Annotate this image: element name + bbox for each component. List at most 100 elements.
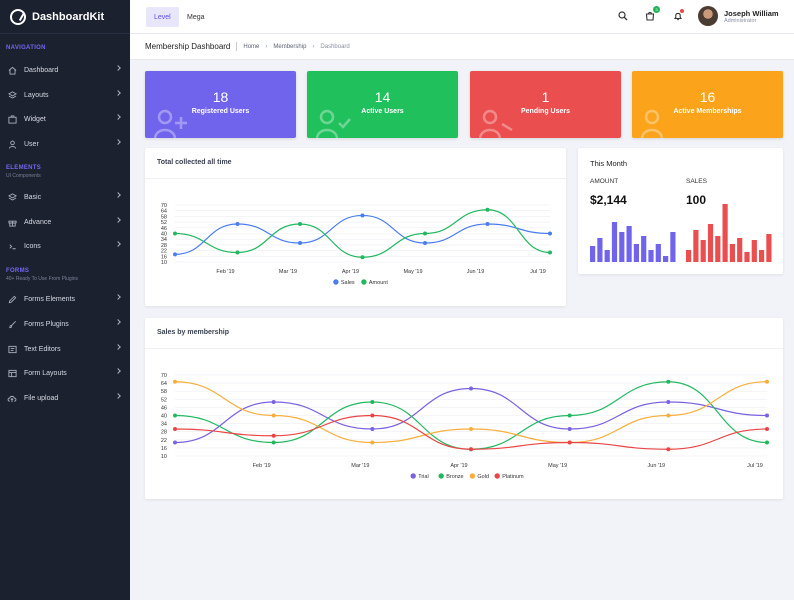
- sales-by-membership-chart[interactable]: 10 16 22 28 34 40 46 52 58 64 70 Feb '19 Mar '19 Apr …: [145, 318, 783, 499]
- brand[interactable]: DashboardKit: [0, 0, 130, 34]
- data-point: [548, 231, 552, 236]
- stat-value: 16: [699, 89, 716, 105]
- user-add-icon: [153, 109, 187, 138]
- sales-bar: [693, 230, 699, 262]
- stat-label: Pending Users: [520, 108, 570, 115]
- sales-bar: [751, 240, 757, 262]
- stat-card-pending-users[interactable]: 1 Pending Users: [470, 71, 621, 138]
- sidebar-item-forms-plugins[interactable]: Forms Plugins: [0, 314, 130, 334]
- sidebar-item-user[interactable]: User: [0, 134, 130, 154]
- amount-bar: [655, 244, 661, 262]
- sidebar-item-label: Advance: [24, 218, 52, 226]
- amount-bar: [663, 256, 669, 262]
- tab-level[interactable]: Level: [146, 7, 179, 27]
- amount-bar: [670, 232, 676, 262]
- sales-bar: [707, 224, 714, 262]
- data-point: [423, 231, 427, 236]
- breadcrumb-membership[interactable]: Membership: [273, 43, 307, 50]
- y-tick-label: 10: [161, 454, 167, 460]
- sidebar-item-layouts[interactable]: Layouts: [0, 85, 130, 105]
- tab-mega[interactable]: Mega: [187, 13, 205, 21]
- sales-bar: [744, 252, 750, 262]
- sidebar-section-elements: ELEMENTS: [6, 165, 42, 171]
- layout-icon: [7, 90, 17, 100]
- brand-logo-icon: [10, 8, 26, 25]
- y-tick-label: 22: [161, 249, 167, 255]
- amount-bar: [648, 250, 654, 262]
- search-icon[interactable]: [617, 10, 629, 22]
- amount-bar: [619, 232, 625, 262]
- sidebar-item-text-editors[interactable]: Text Editors: [0, 339, 130, 359]
- topbar: Level Mega 3 Joseph William Administrato…: [130, 0, 794, 34]
- users-icon: [640, 109, 664, 138]
- sidebar-item-basic[interactable]: Basic: [0, 187, 130, 207]
- sales-bar: [700, 240, 706, 262]
- x-tick-label: Jun '19: [648, 463, 666, 469]
- data-point: [370, 413, 375, 418]
- chevron-right-icon: [115, 139, 121, 145]
- cart-icon[interactable]: 3: [644, 6, 660, 22]
- sidebar-item-widget[interactable]: Widget: [0, 109, 130, 129]
- sidebar-item-file-upload[interactable]: File upload: [0, 388, 130, 408]
- y-tick-label: 64: [161, 381, 167, 387]
- this-month-card: This Month AMOUNT $2,144 SALES 100: [578, 148, 783, 274]
- legend-marker: [361, 279, 367, 285]
- chevron-right-icon: [115, 294, 121, 300]
- user-minus-icon: [478, 109, 513, 138]
- chart-title: Sales by membership: [157, 329, 229, 336]
- sidebar-item-label: Text Editors: [24, 345, 61, 353]
- sales-label: SALES: [686, 178, 707, 185]
- breadcrumb-home[interactable]: Home: [243, 43, 260, 50]
- data-point: [765, 413, 769, 418]
- data-point: [271, 400, 276, 404]
- data-point: [666, 447, 671, 452]
- sales-bar: [729, 244, 735, 262]
- x-tick-label: Jul '19: [747, 463, 763, 469]
- breadcrumb-current: Dashboard: [320, 43, 350, 50]
- this-month-bars: [590, 204, 772, 262]
- stat-value: 1: [541, 89, 550, 105]
- sales-bar: [715, 236, 721, 262]
- y-tick-label: 34: [161, 422, 167, 428]
- stat-card-registered-users[interactable]: 18 Registered Users: [145, 71, 296, 138]
- chevron-right-icon: [115, 368, 121, 374]
- chevron-right-icon: [115, 90, 121, 96]
- y-tick-label: 52: [161, 397, 167, 403]
- sidebar-item-advance[interactable]: Advance: [0, 212, 130, 232]
- x-tick-label: Feb '19: [253, 463, 271, 469]
- amount-bar: [604, 250, 610, 262]
- x-tick-label: Mar '19: [279, 269, 297, 275]
- amount-value: $2,144: [590, 193, 627, 207]
- form-layout-icon: [7, 368, 17, 378]
- sidebar-item-label: User: [24, 140, 39, 148]
- data-point: [173, 231, 177, 236]
- sidebar-item-icons[interactable]: Icons: [0, 236, 130, 256]
- data-point: [173, 427, 177, 431]
- x-tick-label: Jun '19: [467, 269, 485, 275]
- sales-bar: [759, 250, 765, 262]
- sidebar-item-forms-elements[interactable]: Forms Elements: [0, 289, 130, 309]
- x-tick-label: Jul '19: [530, 269, 546, 275]
- avatar[interactable]: [698, 6, 718, 26]
- legend-marker: [469, 473, 476, 479]
- home-icon: [7, 65, 17, 75]
- sidebar-item-label: Widget: [24, 115, 46, 123]
- data-point: [271, 413, 276, 418]
- stat-card-active-users[interactable]: 14 Active Users: [307, 71, 458, 138]
- sidebar-item-dashboard[interactable]: Dashboard: [0, 60, 130, 80]
- chevron-right-icon: [115, 393, 121, 399]
- amount-bar: [590, 246, 596, 262]
- stat-card-active-memberships[interactable]: 16 Active Memberships: [632, 71, 783, 138]
- data-point: [370, 400, 375, 404]
- x-tick-label: Mar '19: [351, 463, 369, 469]
- sidebar-item-form-layouts[interactable]: Form Layouts: [0, 363, 130, 383]
- bell-icon[interactable]: [672, 9, 684, 22]
- user-name[interactable]: Joseph William: [724, 9, 779, 18]
- stat-value: 14: [374, 89, 391, 105]
- sidebar-item-label: Forms Plugins: [24, 320, 69, 328]
- chart-title: Total collected all time: [157, 159, 232, 166]
- stat-label: Registered Users: [191, 108, 250, 115]
- y-tick-label: 52: [161, 220, 167, 226]
- series-line-sales: [174, 214, 551, 255]
